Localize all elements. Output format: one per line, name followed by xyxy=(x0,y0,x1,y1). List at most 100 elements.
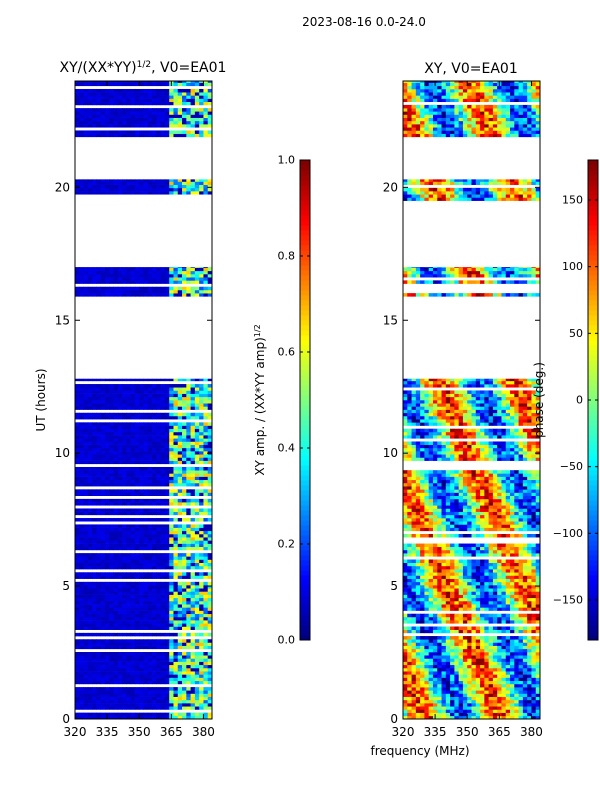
heatmap-cell xyxy=(535,712,541,717)
heatmap-cell xyxy=(173,667,179,672)
heatmap-cell xyxy=(147,604,153,608)
heatmap-cell xyxy=(79,428,84,433)
heatmap-cell xyxy=(122,527,127,532)
heatmap-cell xyxy=(79,406,84,410)
heatmap-cell xyxy=(492,648,498,653)
heatmap-cell xyxy=(156,82,162,87)
heatmap-cell xyxy=(169,406,174,410)
heatmap-cell xyxy=(186,457,191,461)
heatmap-cell xyxy=(122,661,127,666)
heatmap-cell xyxy=(441,626,447,630)
heatmap-cell xyxy=(130,562,136,567)
left-colorbar-label: XY amp. / (XX*YY amp)1/2 xyxy=(253,324,268,475)
heatmap-cell xyxy=(100,680,106,685)
heatmap-cell xyxy=(75,553,80,557)
heatmap-cell xyxy=(194,435,200,439)
heatmap-cell xyxy=(194,390,200,394)
heatmap-cell xyxy=(113,664,119,669)
heatmap-cell xyxy=(403,620,408,624)
heatmap-cell xyxy=(471,677,477,682)
heatmap-cell xyxy=(492,645,498,650)
heatmap-cell xyxy=(75,406,80,410)
heatmap-cell xyxy=(190,406,196,410)
heatmap-cell xyxy=(75,191,80,195)
heatmap-cell xyxy=(535,677,541,682)
heatmap-cell xyxy=(182,387,187,391)
heatmap-cell xyxy=(177,572,183,576)
heatmap-cell xyxy=(194,133,200,138)
heatmap-cell xyxy=(484,699,490,704)
colorbar-step xyxy=(300,610,310,616)
heatmap-cell xyxy=(203,671,209,675)
heatmap-cell xyxy=(190,289,196,294)
heatmap-cell xyxy=(130,655,136,659)
heatmap-cell xyxy=(194,482,200,487)
heatmap-cell xyxy=(194,460,200,465)
heatmap-cell xyxy=(415,709,421,713)
heatmap-cell xyxy=(104,616,110,621)
heatmap-cell xyxy=(182,280,187,284)
heatmap-cell xyxy=(462,629,468,634)
heatmap-cell xyxy=(190,623,196,627)
heatmap-cell xyxy=(186,591,191,595)
heatmap-cell xyxy=(527,620,532,624)
heatmap-cell xyxy=(190,511,196,516)
heatmap-cell xyxy=(75,639,80,643)
heatmap-cell xyxy=(441,690,447,694)
heatmap-cell xyxy=(152,470,157,474)
heatmap-cell xyxy=(83,117,89,122)
heatmap-cell xyxy=(173,479,179,484)
heatmap-cell xyxy=(420,639,425,643)
heatmap-cell xyxy=(186,680,191,685)
heatmap-cell xyxy=(126,88,132,93)
heatmap-cell xyxy=(169,696,174,701)
heatmap-cell xyxy=(113,703,119,707)
heatmap-cell xyxy=(130,645,136,650)
heatmap-cell xyxy=(109,642,114,646)
heatmap-cell xyxy=(96,623,102,627)
heatmap-cell xyxy=(207,594,213,599)
heatmap-cell xyxy=(194,693,200,697)
heatmap-cell xyxy=(100,674,106,678)
heatmap-cell xyxy=(79,632,84,637)
heatmap-cell xyxy=(104,273,110,278)
heatmap-cell xyxy=(471,712,477,717)
colorbar-step xyxy=(300,160,310,166)
heatmap-cell xyxy=(126,273,132,278)
heatmap-cell xyxy=(156,607,162,611)
heatmap-cell xyxy=(143,120,149,125)
heatmap-cell xyxy=(109,543,114,548)
heatmap-cell xyxy=(92,537,97,541)
heatmap-cell xyxy=(130,431,136,436)
heatmap-cell xyxy=(454,690,460,694)
heatmap-cell xyxy=(92,652,97,656)
heatmap-cell xyxy=(156,466,162,471)
heatmap-cell xyxy=(75,623,80,627)
heatmap-cell xyxy=(122,518,127,522)
heatmap-cell xyxy=(143,613,149,618)
heatmap-cell xyxy=(113,530,119,535)
heatmap-cell xyxy=(164,101,170,106)
heatmap-cell xyxy=(199,597,204,602)
heatmap-cell xyxy=(117,553,123,557)
heatmap-cell xyxy=(152,572,157,576)
heatmap-cell xyxy=(75,378,80,382)
heatmap-cell xyxy=(113,88,119,93)
heatmap-cell xyxy=(194,88,200,93)
heatmap-cell xyxy=(177,378,183,382)
heatmap-cell xyxy=(484,636,490,640)
heatmap-cell xyxy=(96,181,102,185)
heatmap-cell xyxy=(156,687,162,691)
heatmap-cell xyxy=(126,632,132,637)
heatmap-cell xyxy=(501,616,507,621)
heatmap-cell xyxy=(501,664,507,669)
heatmap-cell xyxy=(87,492,93,496)
heatmap-cell xyxy=(420,613,425,618)
heatmap-cell xyxy=(87,293,93,297)
heatmap-cell xyxy=(441,674,447,678)
heatmap-cell xyxy=(186,120,191,125)
heatmap-cell xyxy=(428,709,434,713)
heatmap-cell xyxy=(160,293,166,297)
heatmap-cell xyxy=(203,114,209,118)
heatmap-cell xyxy=(173,489,179,493)
